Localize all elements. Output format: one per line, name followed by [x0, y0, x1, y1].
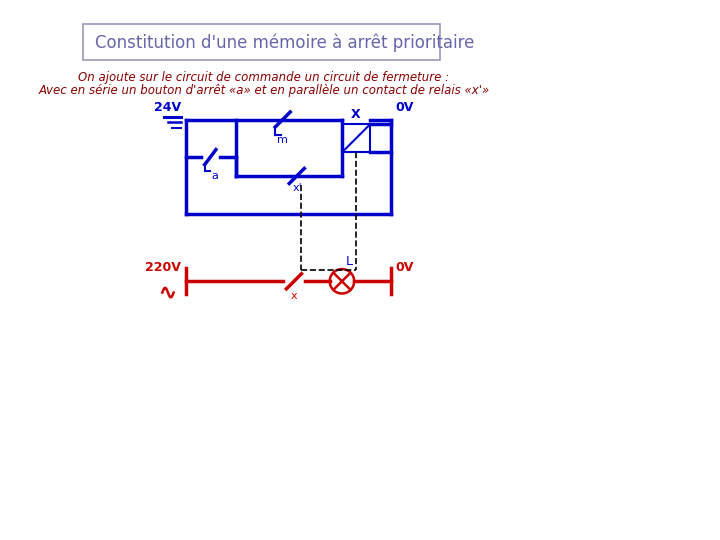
Text: 0V: 0V [395, 101, 414, 114]
Text: L: L [346, 255, 353, 268]
Text: 24V: 24V [154, 101, 181, 114]
Text: x: x [290, 291, 297, 301]
Text: m: m [277, 134, 288, 145]
Text: On ajoute sur le circuit de commande un circuit de fermeture :: On ajoute sur le circuit de commande un … [78, 71, 449, 84]
Circle shape [330, 269, 354, 294]
Bar [342, 124, 370, 152]
Text: 0V: 0V [395, 261, 414, 274]
Text: Avec en série un bouton d'arrêt «a» et en parallèle un contact de relais «x'»: Avec en série un bouton d'arrêt «a» et e… [38, 84, 490, 97]
Text: X: X [351, 109, 361, 122]
Text: 220V: 220V [145, 261, 181, 274]
Text: Constitution d'une mémoire à arrêt prioritaire: Constitution d'une mémoire à arrêt prior… [94, 33, 474, 52]
Text: a: a [211, 171, 218, 181]
FancyBboxPatch shape [84, 24, 440, 60]
Text: x': x' [293, 184, 303, 193]
